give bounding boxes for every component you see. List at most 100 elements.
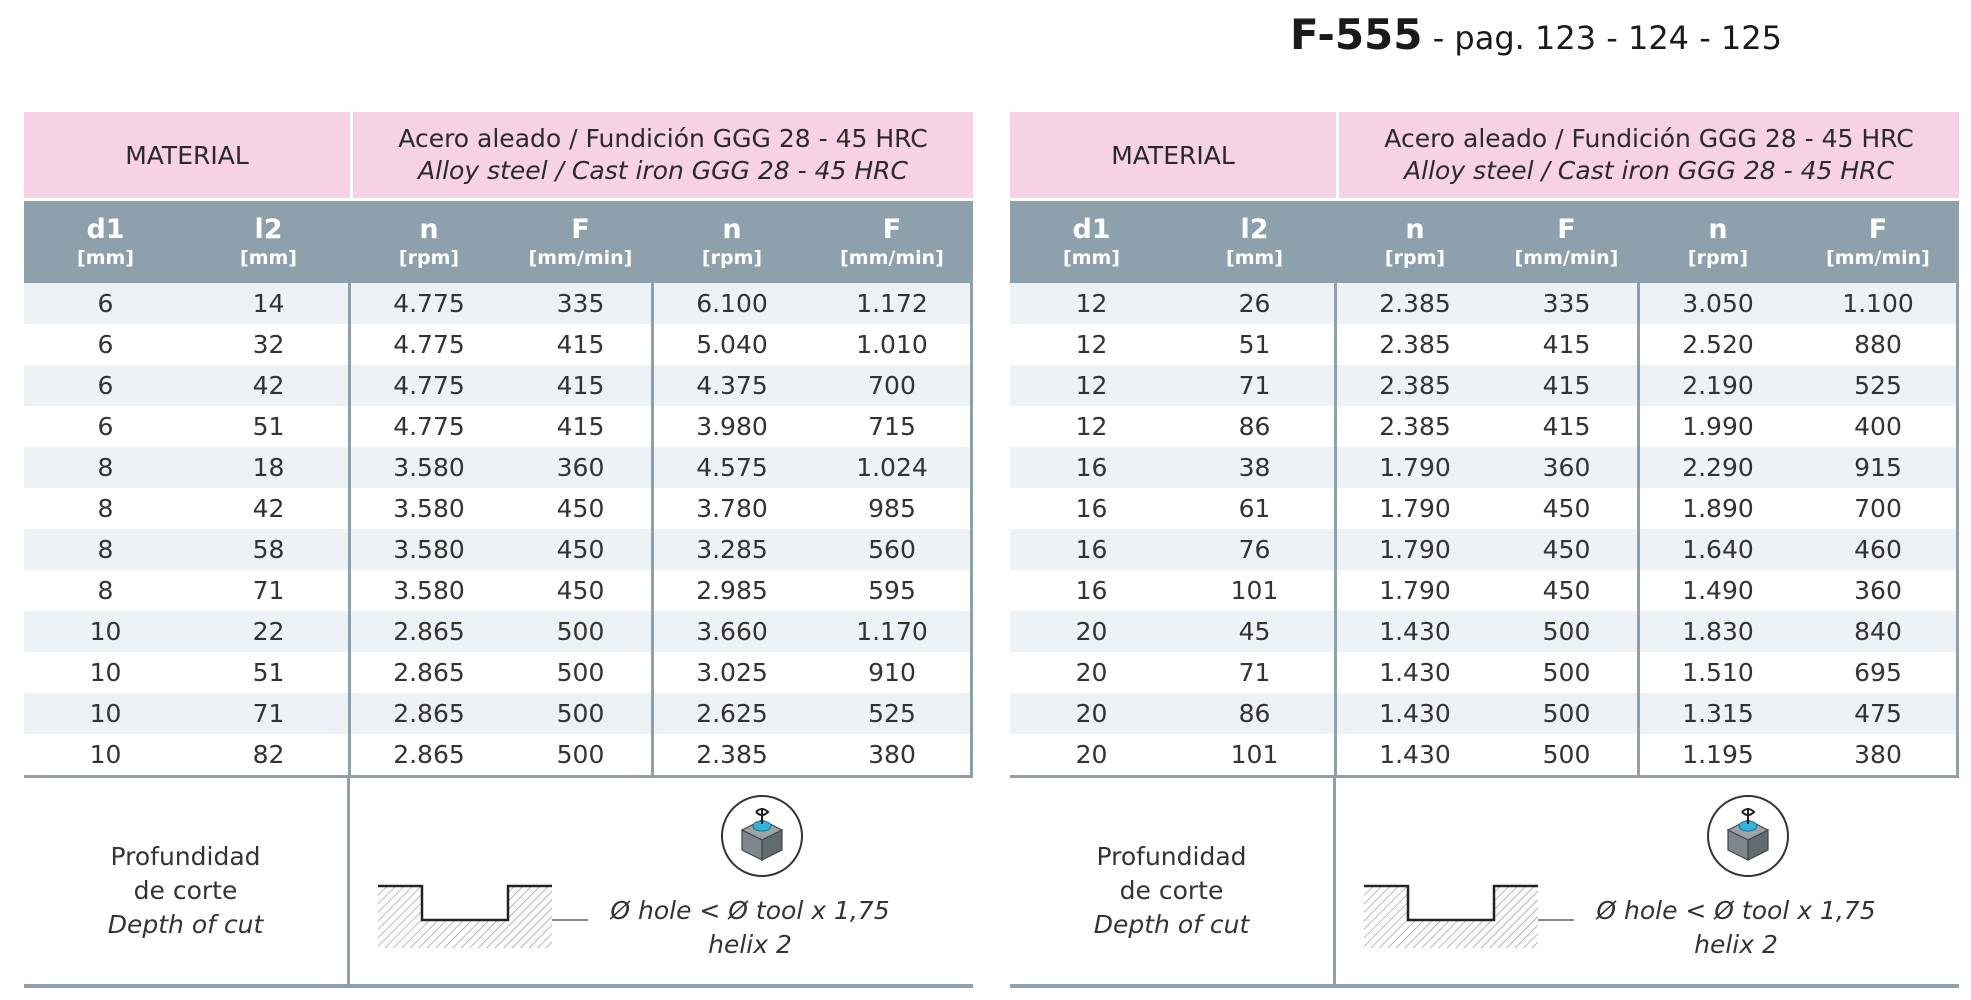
table-cell: 16 [1075, 535, 1108, 564]
column-divider [348, 283, 351, 775]
table-row: 8 58 3.580 450 3.285 560 [24, 529, 973, 570]
column-header: F [mm/min] [840, 214, 944, 269]
table-row: 10 51 2.865 500 3.025 910 [24, 652, 973, 693]
table-cell: 500 [556, 740, 605, 769]
column-header: n [rpm] [1687, 214, 1749, 269]
table-cell: 51 [252, 412, 285, 441]
material-english: Alloy steel / Cast iron GGG 28 - 45 HRC [1404, 156, 1894, 185]
table-cell: 450 [556, 494, 605, 523]
table-cell: 3.285 [696, 535, 768, 564]
table-cell: 5.040 [696, 330, 768, 359]
table-cell: 380 [1854, 740, 1902, 769]
table-cell: 1.830 [1682, 617, 1754, 646]
depth-of-cut-diagram: Ø hole < Ø tool x 1,75 helix 2 [350, 778, 973, 984]
table-cell: 1.010 [856, 330, 928, 359]
column-header: d1 [mm] [77, 214, 134, 269]
table-cell: 1.790 [1379, 576, 1451, 605]
table-cell: 2.625 [696, 699, 768, 728]
table-cell: 1.790 [1379, 535, 1451, 564]
column-divider [1637, 283, 1640, 775]
table-cell: 715 [868, 412, 916, 441]
table-cell: 2.385 [1379, 371, 1451, 400]
page-references: - pag. 123 - 124 - 125 [1422, 19, 1782, 57]
table-cell: 3.580 [393, 535, 465, 564]
table-cell: 2.385 [696, 740, 768, 769]
table-cell: 910 [868, 658, 916, 687]
table-cell: 525 [1854, 371, 1902, 400]
table-cell: 2.865 [393, 658, 465, 687]
table-cell: 3.025 [696, 658, 768, 687]
table-cell: 1.430 [1379, 699, 1451, 728]
table-cell: 500 [556, 699, 605, 728]
table-cell: 415 [1542, 412, 1591, 441]
table-row: 6 14 4.775 335 6.100 1.172 [24, 283, 973, 324]
table-cell: 1.790 [1379, 453, 1451, 482]
table-cell: 2.865 [393, 740, 465, 769]
table-cell: 415 [556, 330, 605, 359]
table-row: 12 26 2.385 335 3.050 1.100 [1010, 283, 1959, 324]
table-row: 6 32 4.775 415 5.040 1.010 [24, 324, 973, 365]
column-divider [651, 283, 654, 775]
pocket-profile-icon [1364, 884, 1574, 948]
cutting-data-table-right: MATERIAL Acero aleado / Fundición GGG 28… [1010, 112, 1959, 988]
column-divider [1956, 283, 1959, 775]
table-cell: 695 [1854, 658, 1902, 687]
table-cell: 101 [1230, 576, 1279, 605]
column-header: l2 [mm] [1226, 214, 1283, 269]
table-cell: 26 [1238, 289, 1271, 318]
table-cell: 18 [252, 453, 285, 482]
material-header: MATERIAL Acero aleado / Fundición GGG 28… [24, 112, 973, 201]
table-row: 8 42 3.580 450 3.780 985 [24, 488, 973, 529]
table-cell: 82 [252, 740, 285, 769]
table-cell: 8 [97, 453, 114, 482]
table-cell: 525 [868, 699, 916, 728]
column-header: F [mm/min] [1826, 214, 1930, 269]
table-cell: 71 [1238, 371, 1271, 400]
table-cell: 6 [97, 371, 114, 400]
table-row: 8 71 3.580 450 2.985 595 [24, 570, 973, 611]
table-cell: 71 [1238, 658, 1271, 687]
table-cell: 500 [1542, 740, 1591, 769]
table-cell: 10 [89, 699, 122, 728]
table-row: 16 76 1.790 450 1.640 460 [1010, 529, 1959, 570]
table-cell: 335 [1542, 289, 1591, 318]
table-row: 10 82 2.865 500 2.385 380 [24, 734, 973, 775]
table-body: 6 14 4.775 335 6.100 1.172 6 32 4.775 415 5.040 1.0… [24, 283, 973, 775]
table-cell: 415 [556, 412, 605, 441]
table-cell: 360 [1854, 576, 1902, 605]
column-header: n [rpm] [701, 214, 763, 269]
table-cell: 4.775 [393, 330, 465, 359]
table-cell: 450 [556, 576, 605, 605]
table-row: 16 38 1.790 360 2.290 915 [1010, 447, 1959, 488]
table-cell: 700 [1854, 494, 1902, 523]
table-cell: 4.775 [393, 412, 465, 441]
table-row: 20 86 1.430 500 1.315 475 [1010, 693, 1959, 734]
table-cell: 2.385 [1379, 289, 1451, 318]
table-cell: 3.050 [1682, 289, 1754, 318]
condition-note: Ø hole < Ø tool x 1,75 helix 2 [610, 896, 890, 959]
table-cell: 42 [252, 494, 285, 523]
table-cell: 415 [1542, 371, 1591, 400]
table-row: 12 51 2.385 415 2.520 880 [1010, 324, 1959, 365]
table-row: 20 101 1.430 500 1.195 380 [1010, 734, 1959, 775]
table-cell: 4.775 [393, 289, 465, 318]
table-cell: 86 [1238, 699, 1271, 728]
table-cell: 840 [1854, 617, 1902, 646]
table-cell: 985 [868, 494, 916, 523]
table-cell: 700 [868, 371, 916, 400]
table-cell: 3.580 [393, 576, 465, 605]
table-cell: 460 [1854, 535, 1902, 564]
column-header: F [mm/min] [1514, 214, 1619, 269]
table-cell: 12 [1075, 330, 1108, 359]
table-cell: 1.430 [1379, 617, 1451, 646]
table-cell: 1.195 [1682, 740, 1754, 769]
table-cell: 10 [89, 740, 122, 769]
column-divider [970, 283, 973, 775]
table-row: 10 71 2.865 500 2.625 525 [24, 693, 973, 734]
table-row: 12 86 2.385 415 1.990 400 [1010, 406, 1959, 447]
table-cell: 6 [97, 412, 114, 441]
column-header: n [rpm] [398, 214, 460, 269]
table-cell: 3.980 [696, 412, 768, 441]
table-cell: 1.510 [1682, 658, 1754, 687]
table-cell: 500 [1542, 658, 1591, 687]
